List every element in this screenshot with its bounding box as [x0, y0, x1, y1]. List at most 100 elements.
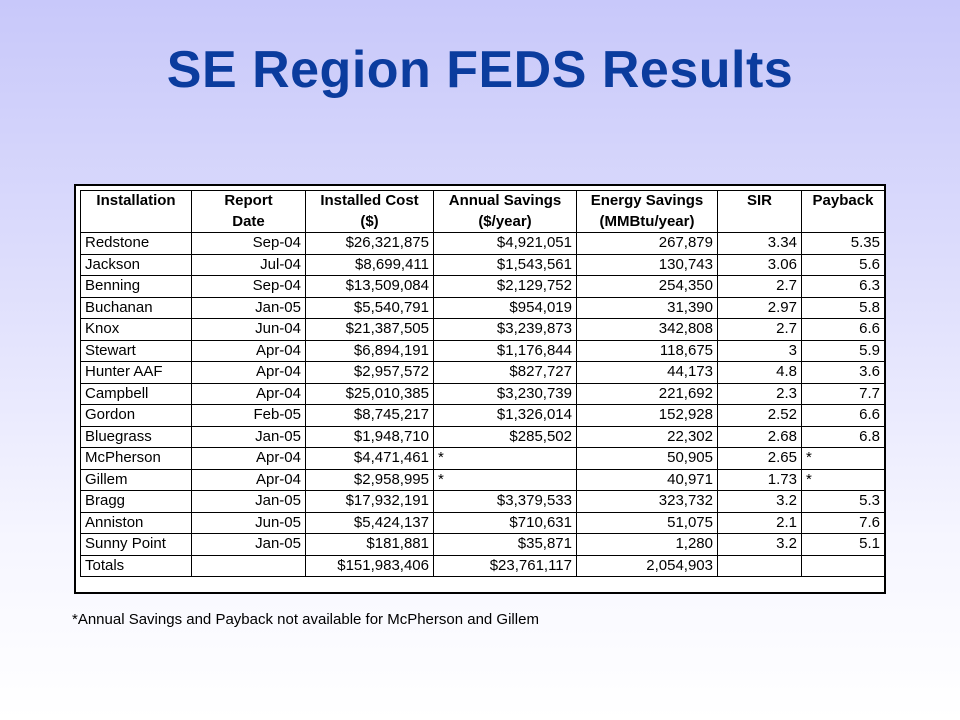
cell-totals-cost: $151,983,406 [305, 554, 434, 577]
cell-installation: Redstone [80, 232, 192, 255]
table-row: Benning Sep-04 $13,509,084 $2,129,752 25… [80, 275, 885, 298]
cell-date: Apr-04 [191, 468, 306, 491]
cell-installation: Campbell [80, 382, 192, 405]
cell-energy: 118,675 [576, 339, 718, 362]
cell-annual: $2,129,752 [433, 275, 577, 298]
table-row: Bluegrass Jan-05 $1,948,710 $285,502 22,… [80, 425, 885, 448]
cell-energy: 31,390 [576, 296, 718, 319]
cell-date: Feb-05 [191, 404, 306, 427]
cell-date: Jan-05 [191, 425, 306, 448]
totals-row: Totals $151,983,406 $23,761,117 2,054,90… [80, 554, 885, 577]
cell-payback: 5.35 [801, 232, 885, 255]
cell-cost: $8,745,217 [305, 404, 434, 427]
cell-installation: Sunny Point [80, 533, 192, 556]
cell-date: Apr-04 [191, 447, 306, 470]
cell-totals-label: Totals [80, 554, 192, 577]
cell-date: Apr-04 [191, 361, 306, 384]
cell-annual: $710,631 [433, 511, 577, 534]
cell-sir: 2.1 [717, 511, 802, 534]
cell-energy: 152,928 [576, 404, 718, 427]
cell-payback: 7.6 [801, 511, 885, 534]
cell-sir: 3.06 [717, 253, 802, 276]
cell-sir: 3.2 [717, 533, 802, 556]
subheader-cost-unit: ($) [305, 211, 434, 233]
cell-payback: * [801, 468, 885, 491]
cell-installation: Gordon [80, 404, 192, 427]
cell-installation: Bragg [80, 490, 192, 513]
cell-annual: $827,727 [433, 361, 577, 384]
cell-cost: $8,699,411 [305, 253, 434, 276]
cell-sir: 2.52 [717, 404, 802, 427]
header-installed-cost: Installed Cost [305, 190, 434, 212]
cell-date: Jan-05 [191, 533, 306, 556]
cell-payback: 5.1 [801, 533, 885, 556]
cell-energy: 323,732 [576, 490, 718, 513]
header-energy-savings: Energy Savings [576, 190, 718, 212]
subheader-sir [717, 211, 802, 233]
header-row-sub: Date ($) ($/year) (MMBtu/year) [80, 211, 885, 233]
header-row-top: Installation Report Installed Cost Annua… [80, 190, 885, 212]
cell-cost: $1,948,710 [305, 425, 434, 448]
cell-cost: $2,958,995 [305, 468, 434, 491]
header-payback: Payback [801, 190, 885, 212]
cell-payback: 7.7 [801, 382, 885, 405]
table-row: Anniston Jun-05 $5,424,137 $710,631 51,0… [80, 511, 885, 534]
cell-installation: Gillem [80, 468, 192, 491]
footnote: *Annual Savings and Payback not availabl… [72, 611, 539, 628]
cell-installation: Anniston [80, 511, 192, 534]
table-row: Jackson Jul-04 $8,699,411 $1,543,561 130… [80, 253, 885, 276]
cell-sir: 2.7 [717, 318, 802, 341]
cell-installation: Jackson [80, 253, 192, 276]
cell-date: Jun-04 [191, 318, 306, 341]
table-row: Stewart Apr-04 $6,894,191 $1,176,844 118… [80, 339, 885, 362]
cell-installation: McPherson [80, 447, 192, 470]
cell-totals-payback [801, 554, 885, 577]
results-table: Installation Report Installed Cost Annua… [80, 190, 885, 577]
cell-cost: $5,424,137 [305, 511, 434, 534]
cell-date: Apr-04 [191, 339, 306, 362]
header-sir: SIR [717, 190, 802, 212]
cell-payback: 5.6 [801, 253, 885, 276]
cell-energy: 254,350 [576, 275, 718, 298]
cell-annual: $3,239,873 [433, 318, 577, 341]
subheader-date: Date [191, 211, 306, 233]
table-row: Knox Jun-04 $21,387,505 $3,239,873 342,8… [80, 318, 885, 341]
header-report: Report [191, 190, 306, 212]
cell-payback: 6.6 [801, 404, 885, 427]
cell-energy: 221,692 [576, 382, 718, 405]
subheader-installation [80, 211, 192, 233]
cell-payback: 6.6 [801, 318, 885, 341]
cell-energy: 44,173 [576, 361, 718, 384]
cell-cost: $13,509,084 [305, 275, 434, 298]
table-row: Gordon Feb-05 $8,745,217 $1,326,014 152,… [80, 404, 885, 427]
table-row: Bragg Jan-05 $17,932,191 $3,379,533 323,… [80, 490, 885, 513]
cell-date: Apr-04 [191, 382, 306, 405]
cell-payback: * [801, 447, 885, 470]
slide-title: SE Region FEDS Results [166, 41, 794, 99]
cell-totals-sir [717, 554, 802, 577]
cell-energy: 50,905 [576, 447, 718, 470]
cell-annual: $1,326,014 [433, 404, 577, 427]
table-row: Redstone Sep-04 $26,321,875 $4,921,051 2… [80, 232, 885, 255]
cell-sir: 2.97 [717, 296, 802, 319]
table-row: McPherson Apr-04 $4,471,461 * 50,905 2.6… [80, 447, 885, 470]
cell-installation: Buchanan [80, 296, 192, 319]
header-annual-savings: Annual Savings [433, 190, 577, 212]
cell-energy: 267,879 [576, 232, 718, 255]
table-row: Buchanan Jan-05 $5,540,791 $954,019 31,3… [80, 296, 885, 319]
cell-energy: 342,808 [576, 318, 718, 341]
cell-payback: 5.9 [801, 339, 885, 362]
cell-annual: $3,230,739 [433, 382, 577, 405]
cell-annual: * [433, 468, 577, 491]
cell-sir: 4.8 [717, 361, 802, 384]
cell-cost: $17,932,191 [305, 490, 434, 513]
cell-date: Sep-04 [191, 275, 306, 298]
cell-totals-energy: 2,054,903 [576, 554, 718, 577]
cell-installation: Bluegrass [80, 425, 192, 448]
cell-installation: Hunter AAF [80, 361, 192, 384]
results-table-frame: Installation Report Installed Cost Annua… [74, 184, 886, 594]
cell-annual: $4,921,051 [433, 232, 577, 255]
cell-date: Sep-04 [191, 232, 306, 255]
cell-annual: $3,379,533 [433, 490, 577, 513]
table-row: Hunter AAF Apr-04 $2,957,572 $827,727 44… [80, 361, 885, 384]
